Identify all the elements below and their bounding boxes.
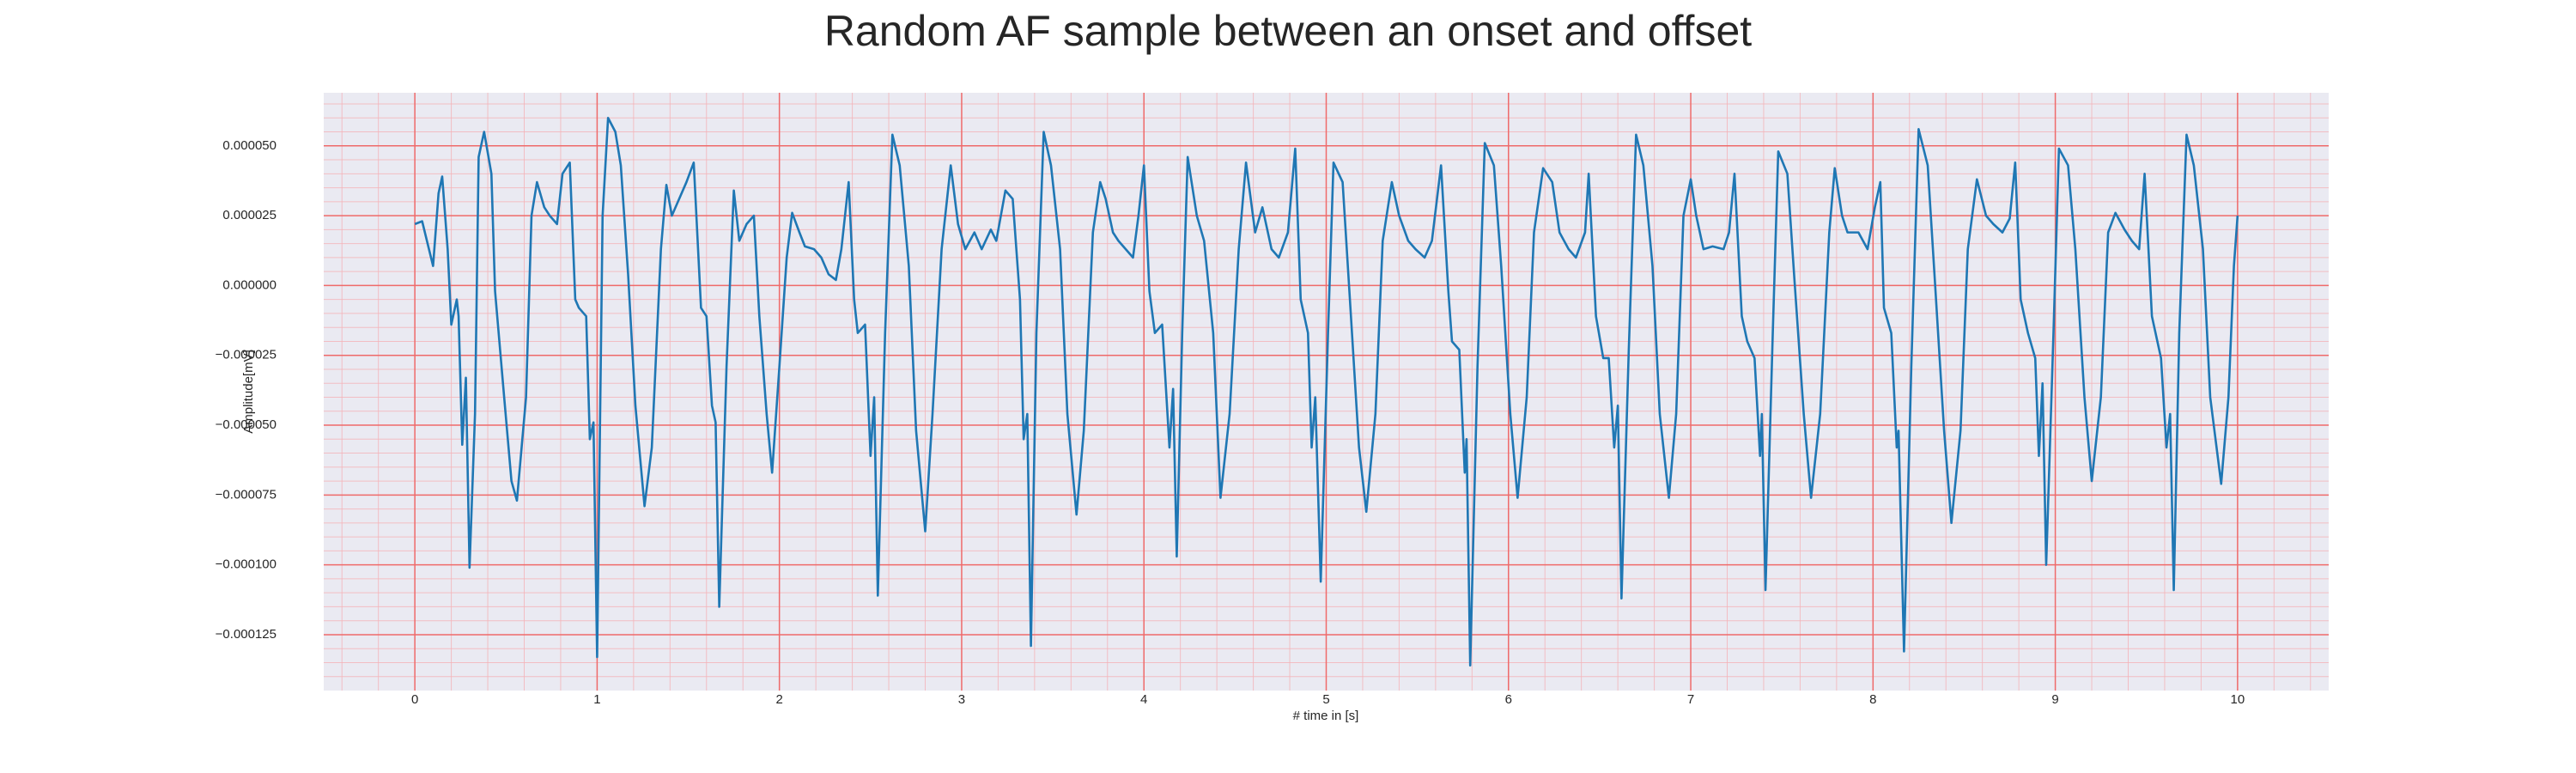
- x-tick-label: 5: [1322, 692, 1329, 707]
- x-tick-label: 4: [1140, 692, 1147, 707]
- y-tick-label: −0.000125: [216, 627, 276, 642]
- x-axis-label: # time in [s]: [1293, 709, 1359, 723]
- y-tick-label: −0.000100: [216, 557, 276, 572]
- x-tick-label: 9: [2051, 692, 2058, 707]
- x-tick-label: 1: [593, 692, 600, 707]
- y-tick-label: 0.000000: [222, 277, 276, 292]
- y-tick-label: −0.000025: [216, 348, 276, 362]
- x-tick-label: 8: [1869, 692, 1876, 707]
- y-tick-label: 0.000025: [222, 208, 276, 222]
- y-tick-label: −0.000075: [216, 487, 276, 502]
- chart-title: Random AF sample between an onset and of…: [824, 7, 1752, 55]
- y-tick-label: 0.000050: [222, 138, 276, 153]
- y-tick-label: −0.000050: [216, 417, 276, 432]
- y-axis-label: Amplitude[mV]: [241, 350, 256, 434]
- x-tick-label: 2: [776, 692, 783, 707]
- x-tick-label: 3: [958, 692, 965, 707]
- x-tick-label: 0: [411, 692, 418, 707]
- x-tick-label: 6: [1505, 692, 1512, 707]
- x-tick-label: 10: [2231, 692, 2245, 707]
- signal-line: [414, 116, 2239, 667]
- x-tick-label: 7: [1687, 692, 1694, 707]
